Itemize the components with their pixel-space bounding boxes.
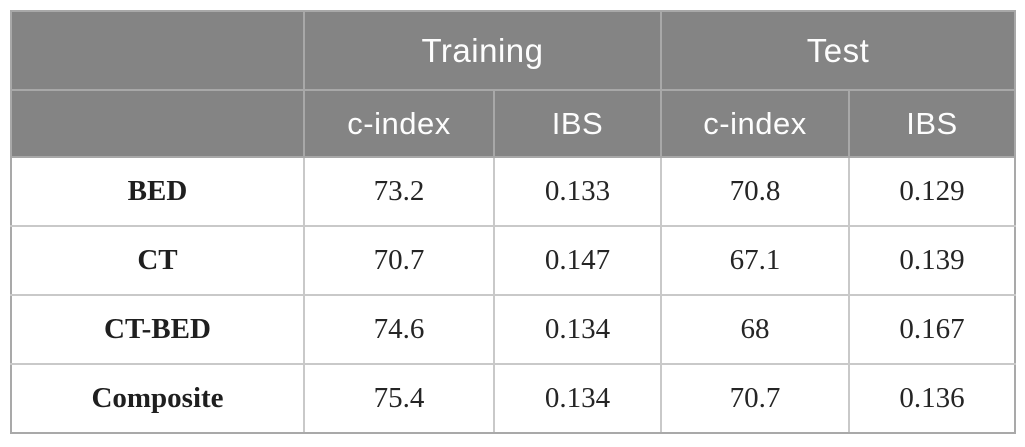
corner-cell: [10, 10, 305, 91]
table-row: BED 73.2 0.133 70.8 0.129: [10, 156, 1016, 227]
cell-ct-test-cindex: 67.1: [660, 225, 850, 296]
cell-ct-training-cindex: 70.7: [303, 225, 495, 296]
cell-bed-training-ibs: 0.133: [493, 156, 662, 227]
col-header-training-ibs: IBS: [493, 89, 662, 158]
cell-bed-training-cindex: 73.2: [303, 156, 495, 227]
cell-bed-test-cindex: 70.8: [660, 156, 850, 227]
results-table-container: Training Test c-index IBS c-index IBS BE…: [10, 10, 1016, 434]
cell-composite-training-ibs: 0.134: [493, 363, 662, 434]
group-header-training: Training: [303, 10, 662, 91]
cell-ct-bed-test-cindex: 68: [660, 294, 850, 365]
row-label-bed: BED: [10, 156, 305, 227]
cell-composite-test-cindex: 70.7: [660, 363, 850, 434]
table-row: Composite 75.4 0.134 70.7 0.136: [10, 363, 1016, 434]
table-body: BED 73.2 0.133 70.8 0.129 CT 70.7 0.147 …: [10, 156, 1016, 434]
table-row: CT-BED 74.6 0.134 68 0.167: [10, 294, 1016, 365]
col-header-test-cindex: c-index: [660, 89, 850, 158]
cell-ct-bed-test-ibs: 0.167: [848, 294, 1016, 365]
row-label-ct: CT: [10, 225, 305, 296]
row-label-composite: Composite: [10, 363, 305, 434]
corner-cell-sub: [10, 89, 305, 158]
group-header-row: Training Test: [10, 10, 1016, 91]
results-table: Training Test c-index IBS c-index IBS BE…: [10, 10, 1016, 434]
cell-ct-bed-training-ibs: 0.134: [493, 294, 662, 365]
col-header-training-cindex: c-index: [303, 89, 495, 158]
table-row: CT 70.7 0.147 67.1 0.139: [10, 225, 1016, 296]
cell-composite-training-cindex: 75.4: [303, 363, 495, 434]
cell-ct-test-ibs: 0.139: [848, 225, 1016, 296]
sub-header-row: c-index IBS c-index IBS: [10, 89, 1016, 158]
cell-bed-test-ibs: 0.129: [848, 156, 1016, 227]
row-label-ct-bed: CT-BED: [10, 294, 305, 365]
table-header: Training Test c-index IBS c-index IBS: [10, 10, 1016, 158]
cell-ct-training-ibs: 0.147: [493, 225, 662, 296]
cell-composite-test-ibs: 0.136: [848, 363, 1016, 434]
group-header-test: Test: [660, 10, 1016, 91]
cell-ct-bed-training-cindex: 74.6: [303, 294, 495, 365]
col-header-test-ibs: IBS: [848, 89, 1016, 158]
